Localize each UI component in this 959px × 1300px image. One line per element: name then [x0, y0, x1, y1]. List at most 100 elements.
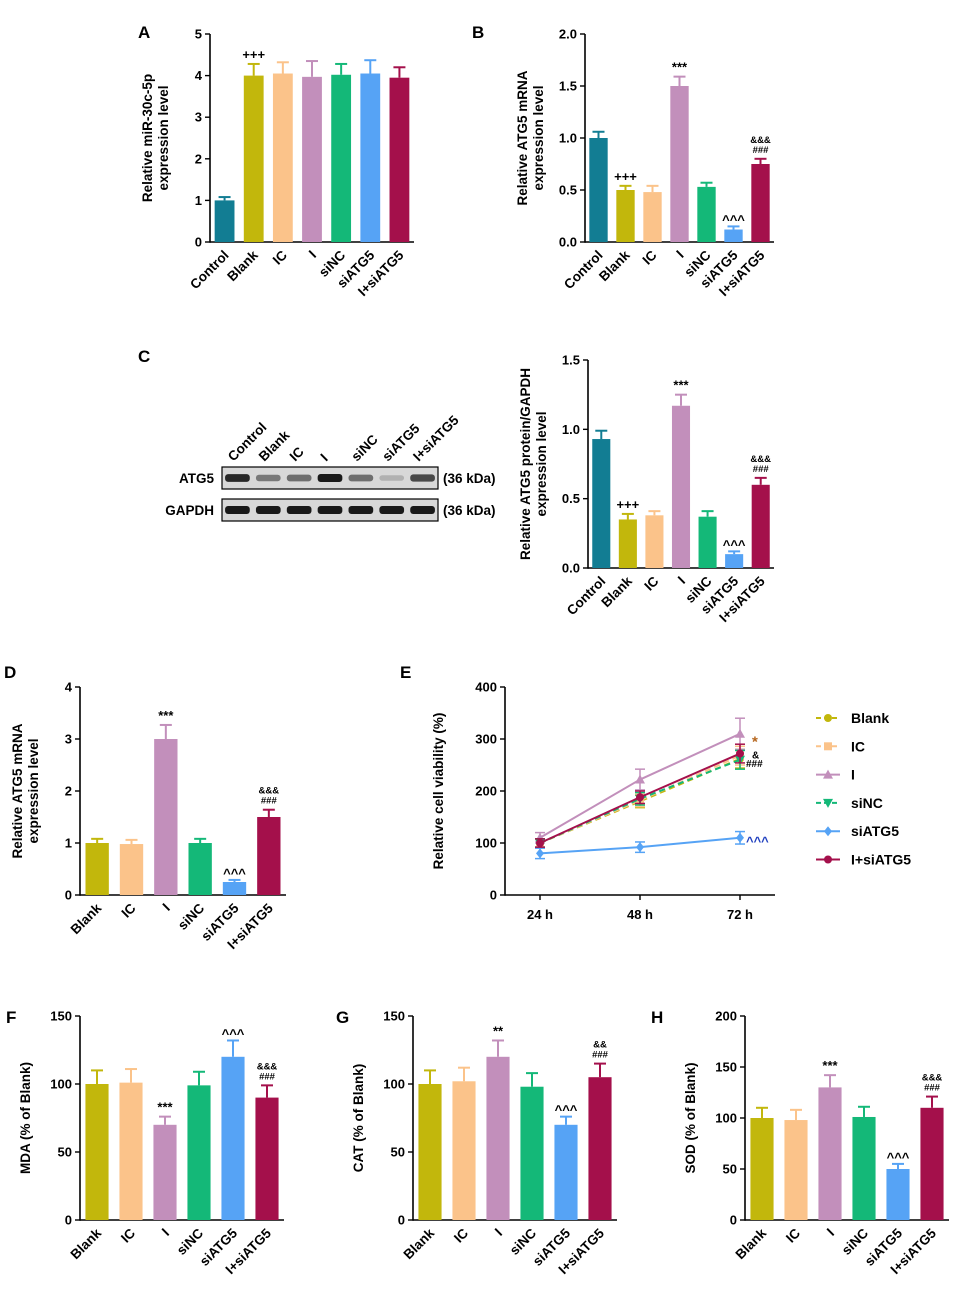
bar-I+siATG5: [920, 1107, 944, 1220]
y-tick-label: 3: [65, 732, 72, 747]
bar-I+siATG5: [389, 77, 410, 243]
x-tick-label: Blank: [598, 573, 635, 610]
significance-mark: +++: [616, 497, 639, 512]
y-axis-label-line: expression level: [534, 411, 549, 516]
y-axis-label: Relative ATG5 mRNAexpression level: [10, 723, 41, 858]
significance-mark: &&&: [750, 135, 771, 146]
y-tick-label: 2: [195, 151, 202, 166]
bar-Control: [592, 439, 611, 568]
y-tick-label: 200: [475, 784, 497, 799]
y-tick-label: 4: [195, 68, 203, 83]
panel-label-e: E: [400, 663, 411, 682]
panel-b-chart: 0.0 0.5 1.0 1.5 2.0 Relative ATG5 mRNAexpress…: [515, 27, 774, 299]
significance-mark: ***: [157, 1100, 173, 1115]
y-tick-label: 1.0: [562, 422, 580, 437]
y-tick-label: 400: [475, 680, 497, 695]
y-tick-label: 0: [65, 888, 72, 903]
y-tick-label: 1.5: [559, 79, 577, 94]
marker: [823, 769, 833, 779]
x-tick-label: I: [673, 248, 686, 261]
y-tick-label: 1.5: [562, 353, 580, 368]
significance-mark: ^^^: [887, 1150, 910, 1165]
bar-IC: [645, 515, 664, 568]
x-tick-label: IC: [118, 900, 138, 920]
series-line: [539, 754, 741, 844]
marker: [736, 749, 744, 758]
bar-siNC: [331, 74, 352, 242]
bar-Blank: [85, 1084, 109, 1220]
x-tick-label: I: [160, 901, 173, 914]
panel-label-f: F: [6, 1008, 16, 1027]
y-tick-label: 50: [391, 1145, 405, 1160]
lane-label: IC: [287, 444, 307, 464]
band: [348, 506, 374, 514]
bar-I+siATG5: [588, 1077, 612, 1220]
y-tick-label: 50: [58, 1145, 72, 1160]
bar-Blank: [418, 1084, 442, 1220]
bar-I: [153, 1124, 177, 1220]
bar-IC: [119, 1082, 143, 1220]
bar-IC: [784, 1120, 808, 1220]
y-axis-label-line: SOD (% of Blank): [683, 1062, 698, 1173]
significance-mark: ***: [158, 708, 174, 723]
bar-I+siATG5: [751, 484, 770, 568]
series-line: [539, 758, 741, 844]
marker: [824, 855, 832, 864]
legend-label: I: [851, 767, 855, 783]
panel-label-g: G: [336, 1008, 349, 1027]
bar-Control: [589, 138, 608, 242]
x-tick-label: I: [159, 1226, 172, 1239]
x-tick-label: Blank: [596, 247, 633, 284]
panel-c-chart: 0.0 0.5 1.0 1.5 Relative ATG5 protein/GAPDHe…: [518, 353, 774, 625]
legend-label: I+siATG5: [851, 852, 911, 868]
y-tick-label: 0.0: [559, 235, 577, 250]
bar-Blank: [85, 843, 109, 895]
bar-IC: [452, 1081, 476, 1220]
significance-mark: +++: [242, 47, 265, 62]
legend-label: siNC: [851, 795, 883, 811]
y-tick-label: 2.0: [559, 27, 577, 42]
y-tick-label: 200: [715, 1009, 737, 1024]
y-axis-label-line: Relative ATG5 protein/GAPDH: [518, 368, 533, 560]
band: [348, 474, 374, 482]
y-tick-label: 0: [490, 888, 497, 903]
y-tick-label: 0.0: [562, 561, 580, 576]
band-size: (36 kDa): [443, 503, 496, 518]
marker: [636, 793, 644, 802]
y-tick-label: 100: [383, 1077, 405, 1092]
significance-mark: &&&: [259, 786, 280, 797]
marker: [824, 826, 832, 837]
panel-label-h: H: [651, 1008, 663, 1027]
band: [286, 506, 312, 514]
x-tick-label: I: [492, 1226, 505, 1239]
series-I: [535, 717, 745, 844]
significance-mark: ^^^: [723, 537, 746, 552]
y-tick-label: 100: [50, 1077, 72, 1092]
legend-label: siATG5: [851, 823, 899, 839]
lane-label: siNC: [348, 432, 381, 465]
x-tick-label: 72 h: [727, 907, 753, 922]
significance-mark: ###: [259, 1071, 276, 1082]
panel-label-d: D: [4, 663, 16, 682]
significance-mark: ^^^: [555, 1103, 578, 1118]
x-tick-label: Blank: [224, 247, 261, 284]
bar-siATG5: [360, 73, 381, 243]
x-tick-label: I: [306, 248, 319, 261]
legend-label: Blank: [851, 710, 889, 726]
significance-mark: ^^^: [746, 834, 769, 849]
y-axis-label-line: MDA (% of Blank): [18, 1062, 33, 1174]
legend-item-IC: IC: [816, 738, 865, 754]
lane-label: I: [318, 451, 331, 464]
y-tick-label: 4: [65, 680, 73, 695]
x-tick-label: 48 h: [627, 907, 653, 922]
significance-mark: &&&: [922, 1073, 943, 1084]
significance-mark: *: [752, 734, 758, 751]
legend-item-siATG5: siATG5: [816, 823, 899, 839]
band: [410, 474, 435, 482]
significance-mark: ^^^: [722, 212, 745, 227]
y-axis-label-line: expression level: [26, 738, 41, 843]
significance-mark: ###: [261, 796, 278, 807]
x-tick-label: 24 h: [527, 907, 553, 922]
y-axis-label-line: Relative ATG5 mRNA: [10, 723, 25, 858]
